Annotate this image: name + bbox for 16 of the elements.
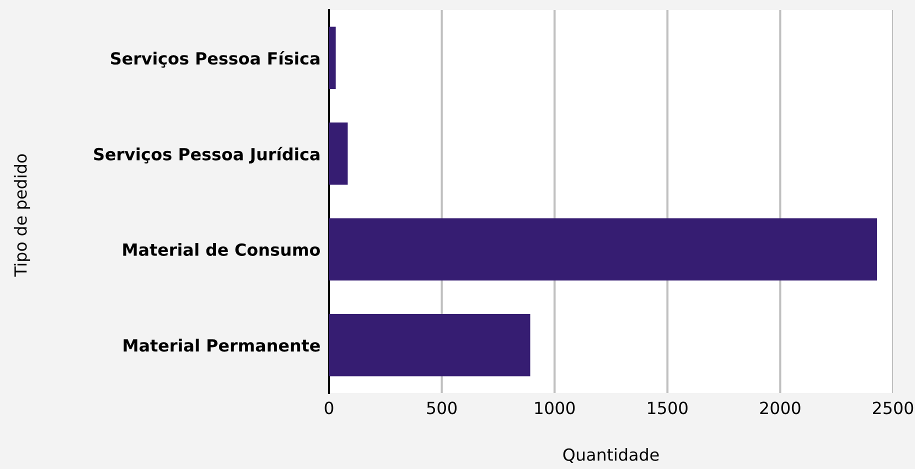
x-tick-label: 1000 xyxy=(535,402,575,414)
x-axis-title: Quantidade xyxy=(563,448,659,463)
y-tick-label: Serviços Pessoa Física xyxy=(110,51,320,68)
y-tick-label: Serviços Pessoa Jurídica xyxy=(94,146,320,164)
bar xyxy=(329,122,348,185)
x-tick-label: 2000 xyxy=(760,402,800,414)
bar xyxy=(329,26,336,89)
bar xyxy=(329,314,530,376)
x-tick-label: 500 xyxy=(427,402,457,414)
x-tick-label: 1500 xyxy=(648,402,688,414)
x-tick-label: 0 xyxy=(324,402,334,414)
bar xyxy=(329,218,877,280)
y-axis-title: Tipo de pedido xyxy=(14,154,30,277)
y-tick-label: Material Permanente xyxy=(124,338,320,352)
y-tick-label: Material de Consumo xyxy=(123,243,320,256)
x-tick-label: 2500 xyxy=(873,402,914,414)
